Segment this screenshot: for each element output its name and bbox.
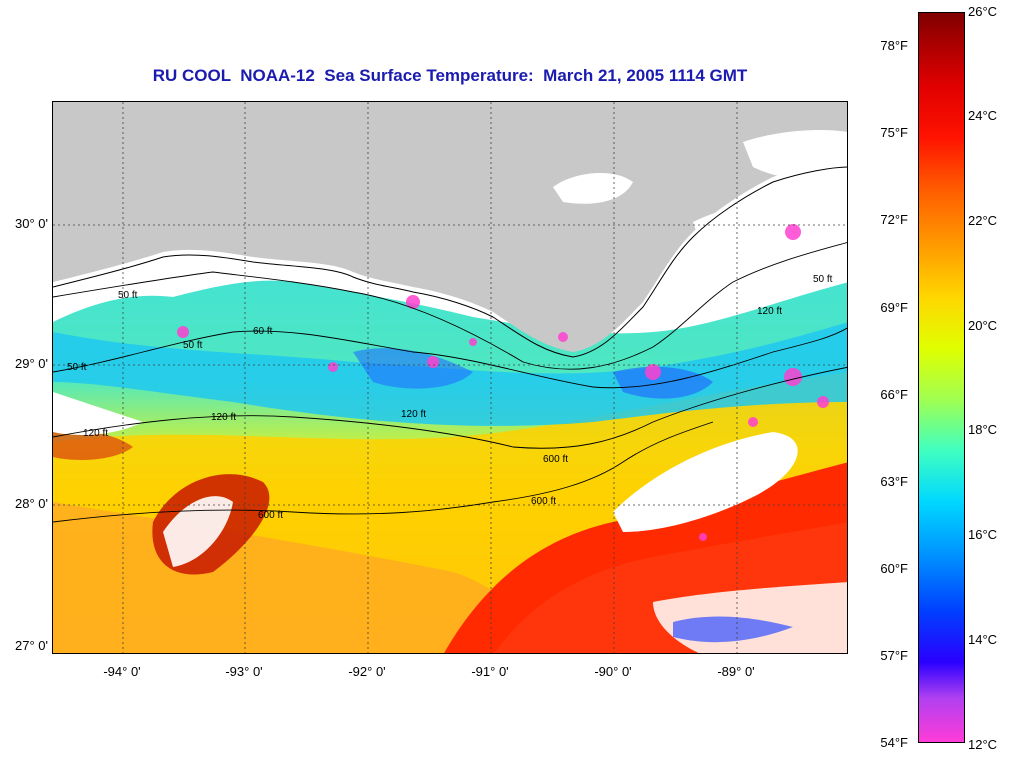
fahrenheit-tick: 54°F	[880, 735, 908, 750]
fahrenheit-tick: 60°F	[880, 561, 908, 576]
coastline	[53, 166, 847, 358]
celsius-tick: 14°C	[968, 632, 998, 647]
celsius-tick: 12°C	[968, 737, 998, 752]
contour-label: 120 ft	[401, 409, 426, 420]
cold-patches	[177, 224, 829, 541]
lat-label: 28° 0'	[15, 496, 48, 511]
contour-label: 600 ft	[531, 496, 556, 507]
cloud-patch-east	[613, 432, 798, 532]
celsius-tick: 18°C	[968, 422, 998, 437]
contour-label: 50 ft	[813, 274, 833, 285]
lon-label: -91° 0'	[471, 664, 509, 679]
contour-label: 50 ft	[118, 290, 138, 301]
celsius-tick: 16°C	[968, 527, 998, 542]
map-title: RU COOL NOAA-12 Sea Surface Temperature:…	[152, 66, 748, 85]
celsius-tick: 24°C	[968, 108, 998, 123]
temperature-colorbar	[918, 12, 965, 743]
contour-label: 50 ft	[183, 340, 203, 351]
fahrenheit-tick: 66°F	[880, 387, 908, 402]
lon-label: -94° 0'	[103, 664, 141, 679]
contour-label: 120 ft	[83, 428, 108, 439]
fahrenheit-tick: 69°F	[880, 300, 908, 315]
lat-label: 29° 0'	[15, 356, 48, 371]
celsius-tick: 26°C	[968, 4, 998, 19]
lon-label: -92° 0'	[348, 664, 386, 679]
fahrenheit-tick: 78°F	[880, 38, 908, 53]
fahrenheit-tick: 57°F	[880, 648, 908, 663]
lat-label: 27° 0'	[15, 638, 48, 653]
lon-label: -93° 0'	[225, 664, 263, 679]
lon-label: -89° 0'	[717, 664, 755, 679]
fahrenheit-tick: 75°F	[880, 125, 908, 140]
contour-label: 120 ft	[211, 412, 236, 423]
contour-label: 60 ft	[253, 326, 273, 337]
sst-map-canvas: 50 ft 50 ft 50 ft 60 ft 120 ft 120 ft 12…	[53, 102, 847, 653]
fahrenheit-tick: 63°F	[880, 474, 908, 489]
sst-map: 50 ft 50 ft 50 ft 60 ft 120 ft 120 ft 12…	[52, 101, 848, 654]
land-louisiana	[53, 102, 847, 352]
bathymetry-contours	[53, 242, 847, 523]
contour-label: 600 ft	[258, 510, 283, 521]
fahrenheit-tick: 72°F	[880, 212, 908, 227]
contour-label: 120 ft	[757, 306, 782, 317]
celsius-tick: 22°C	[968, 213, 998, 228]
contour-label: 50 ft	[67, 362, 87, 373]
lat-label: 30° 0'	[15, 216, 48, 231]
lon-label: -90° 0'	[594, 664, 632, 679]
contour-label: 600 ft	[543, 454, 568, 465]
graticule	[53, 102, 847, 653]
celsius-tick: 20°C	[968, 318, 998, 333]
